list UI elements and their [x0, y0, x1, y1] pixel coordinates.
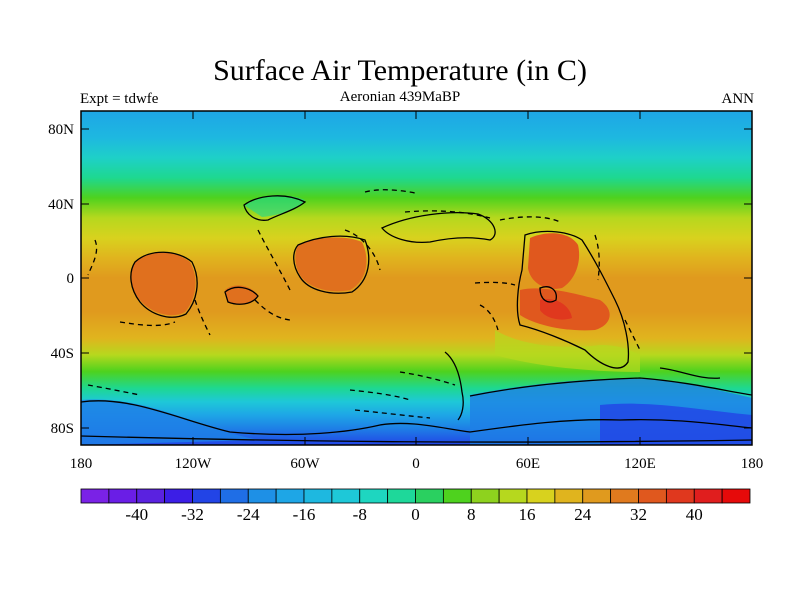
colorbar-box: [164, 488, 193, 504]
x-tick-label: 120W: [175, 456, 213, 472]
colorbar-box: [665, 488, 695, 504]
colorbar-label: -16: [293, 505, 316, 524]
x-tick-label: 60W: [290, 456, 320, 472]
colorbar-box: [136, 488, 166, 504]
colorbar-box: [554, 488, 584, 504]
colorbar-label: 8: [467, 505, 476, 524]
colorbar-box: [275, 488, 305, 504]
colorbar-label: 32: [630, 505, 647, 524]
colorbar-box: [415, 488, 444, 504]
colorbar-box: [359, 488, 389, 504]
x-tick-label: 180: [741, 456, 764, 472]
colorbar-box: [721, 488, 751, 504]
x-ticks: [80, 111, 753, 445]
colorbar-labels: -40 -32 -24 -16 -8 0 8 16 24 32 40: [125, 505, 702, 524]
x-tick-label: 180: [70, 456, 93, 472]
y-tick-label: 80S: [51, 421, 74, 437]
coastlines: [81, 195, 752, 443]
experiment-label: Expt = tdwfe: [80, 91, 159, 107]
colorbar-box: [387, 488, 416, 504]
colorbar: [80, 488, 751, 504]
colorbar-label: 0: [411, 505, 420, 524]
colorbar-box: [442, 488, 472, 504]
y-tick-label: 80N: [48, 122, 74, 138]
colorbar-box: [470, 488, 500, 504]
colorbar-box: [247, 488, 277, 504]
y-ticks: [81, 128, 752, 429]
colorbar-label: -8: [353, 505, 367, 524]
colorbar-box: [693, 488, 723, 504]
y-tick-label: 40S: [51, 346, 74, 362]
colorbar-label: 16: [519, 505, 536, 524]
temperature-field: [81, 111, 752, 445]
colorbar-box: [526, 488, 556, 504]
colorbar-label: 40: [686, 505, 703, 524]
colorbar-box: [192, 488, 221, 504]
colorbar-box: [638, 488, 667, 504]
x-tick-label: 0: [412, 456, 420, 472]
colorbar-box: [610, 488, 639, 504]
colorbar-box: [303, 488, 333, 504]
page-title: Surface Air Temperature (in C): [213, 54, 587, 87]
x-tick-label: 120E: [624, 456, 656, 472]
period-label: Aeronian 439MaBP: [339, 89, 461, 105]
colorbar-label: -40: [125, 505, 148, 524]
colorbar-label: -24: [237, 505, 260, 524]
colorbar-box: [498, 488, 528, 504]
colorbar-box: [108, 488, 138, 504]
colorbar-box: [331, 488, 361, 504]
colorbar-box: [219, 488, 249, 504]
colorbar-box: [80, 488, 110, 504]
colorbar-label: 24: [574, 505, 592, 524]
x-tick-label: 60E: [516, 456, 540, 472]
colorbar-box: [582, 488, 612, 504]
y-tick-label: 0: [67, 271, 75, 287]
season-label: ANN: [721, 91, 755, 107]
y-tick-label: 40N: [48, 197, 74, 213]
dashed-coastlines: [87, 189, 641, 419]
colorbar-label: -32: [181, 505, 204, 524]
